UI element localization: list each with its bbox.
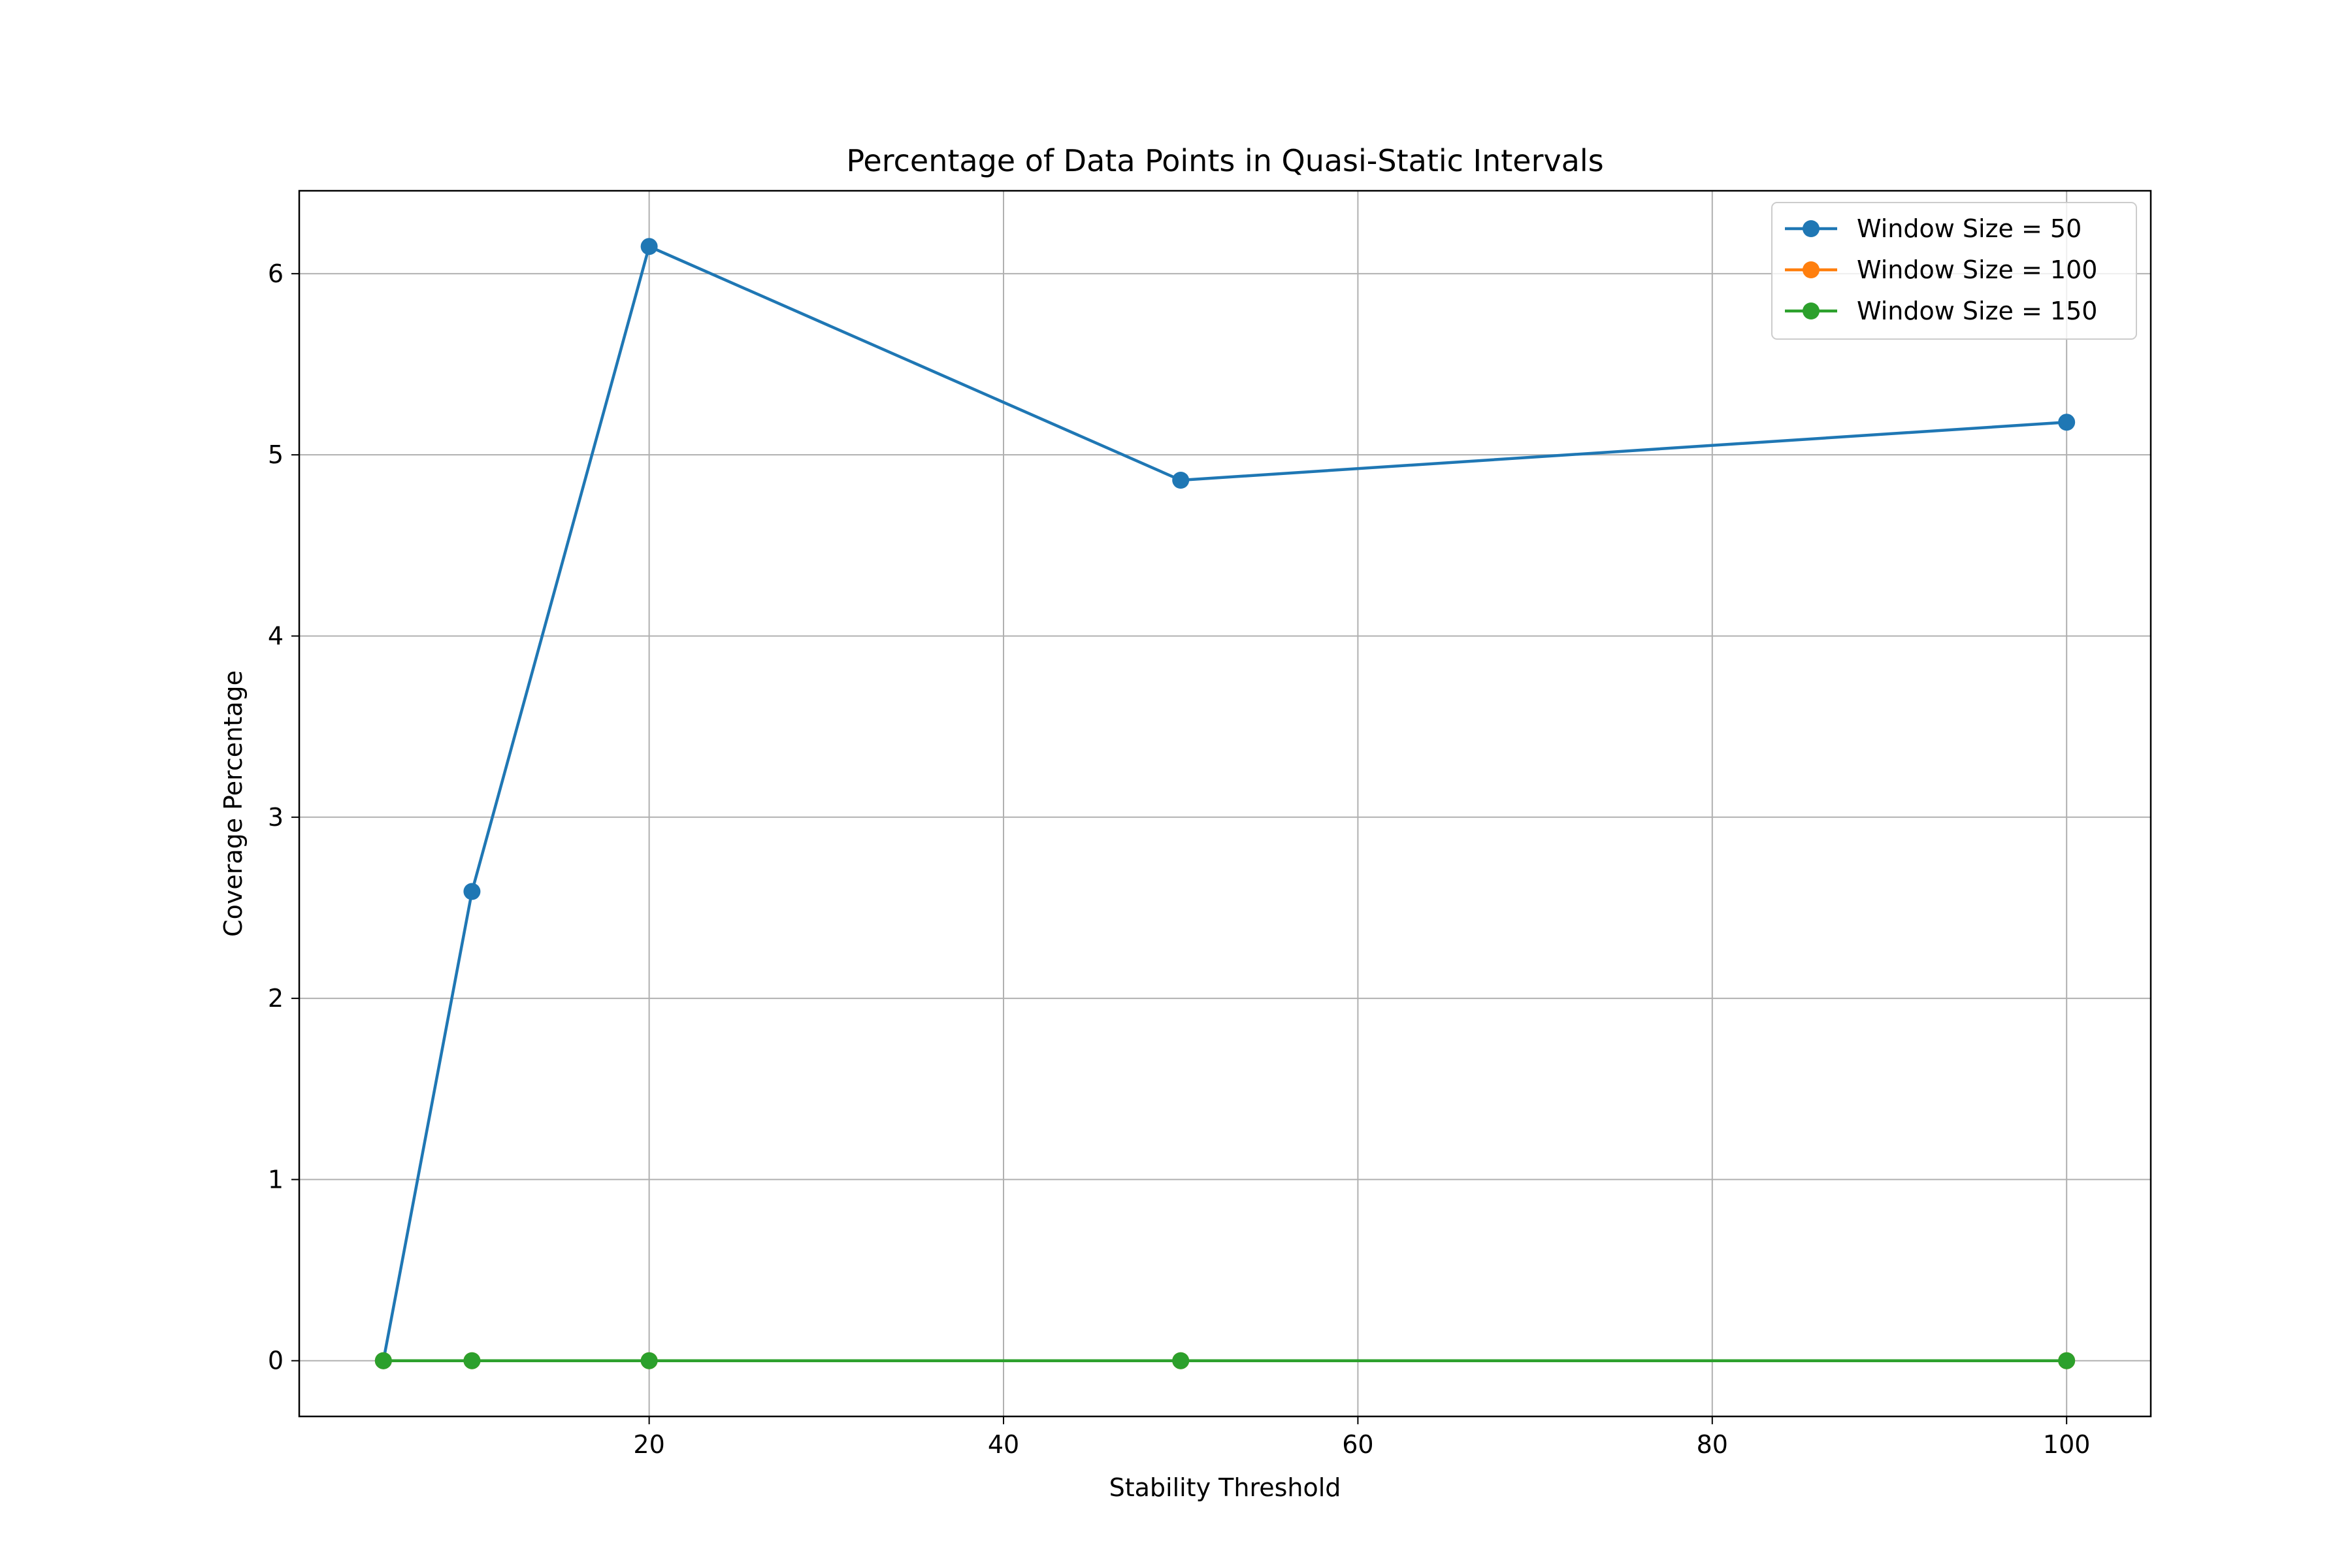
legend: Window Size = 50 Window Size = 100 Window … (1771, 202, 2137, 340)
ticks: 20 40 60 80 100 0 1 2 3 4 5 6 (268, 259, 2091, 1459)
y-tick-label: 1 (268, 1165, 284, 1194)
x-tick-label: 80 (1697, 1430, 1728, 1459)
data-point (1172, 1352, 1190, 1369)
x-tick-label: 40 (988, 1430, 1019, 1459)
legend-marker (1803, 220, 1820, 237)
series-layer (374, 238, 2076, 1369)
data-point (1172, 472, 1190, 489)
plot-frame (298, 189, 2152, 1418)
x-tick-label: 20 (633, 1430, 664, 1459)
x-tick-label: 100 (2043, 1430, 2091, 1459)
legend-label: Window Size = 150 (1857, 297, 2097, 325)
legend-box (1771, 202, 2137, 340)
data-point (640, 1352, 658, 1369)
data-point (2058, 414, 2076, 431)
y-tick-label: 5 (268, 440, 284, 469)
y-tick-label: 3 (268, 803, 284, 832)
x-tick-label: 60 (1342, 1430, 1373, 1459)
data-point (2058, 1352, 2076, 1369)
y-tick-label: 0 (268, 1347, 284, 1375)
grid (299, 191, 2151, 1416)
x-axis-label: Stability Threshold (1109, 1473, 1341, 1502)
chart-title: Percentage of Data Points in Quasi-Stati… (846, 143, 1603, 178)
y-tick-label: 2 (268, 984, 284, 1013)
data-point (374, 1352, 392, 1369)
legend-marker (1803, 261, 1820, 278)
data-point (463, 1352, 481, 1369)
legend-label: Window Size = 100 (1857, 255, 2097, 284)
legend-marker (1803, 302, 1820, 319)
data-point (640, 238, 658, 255)
y-axis-label: Coverage Percentage (219, 670, 248, 937)
series-3 (374, 1352, 2076, 1369)
data-point (463, 883, 481, 900)
legend-label: Window Size = 50 (1857, 214, 2082, 243)
y-tick-label: 6 (268, 259, 284, 288)
y-tick-label: 4 (268, 621, 284, 650)
